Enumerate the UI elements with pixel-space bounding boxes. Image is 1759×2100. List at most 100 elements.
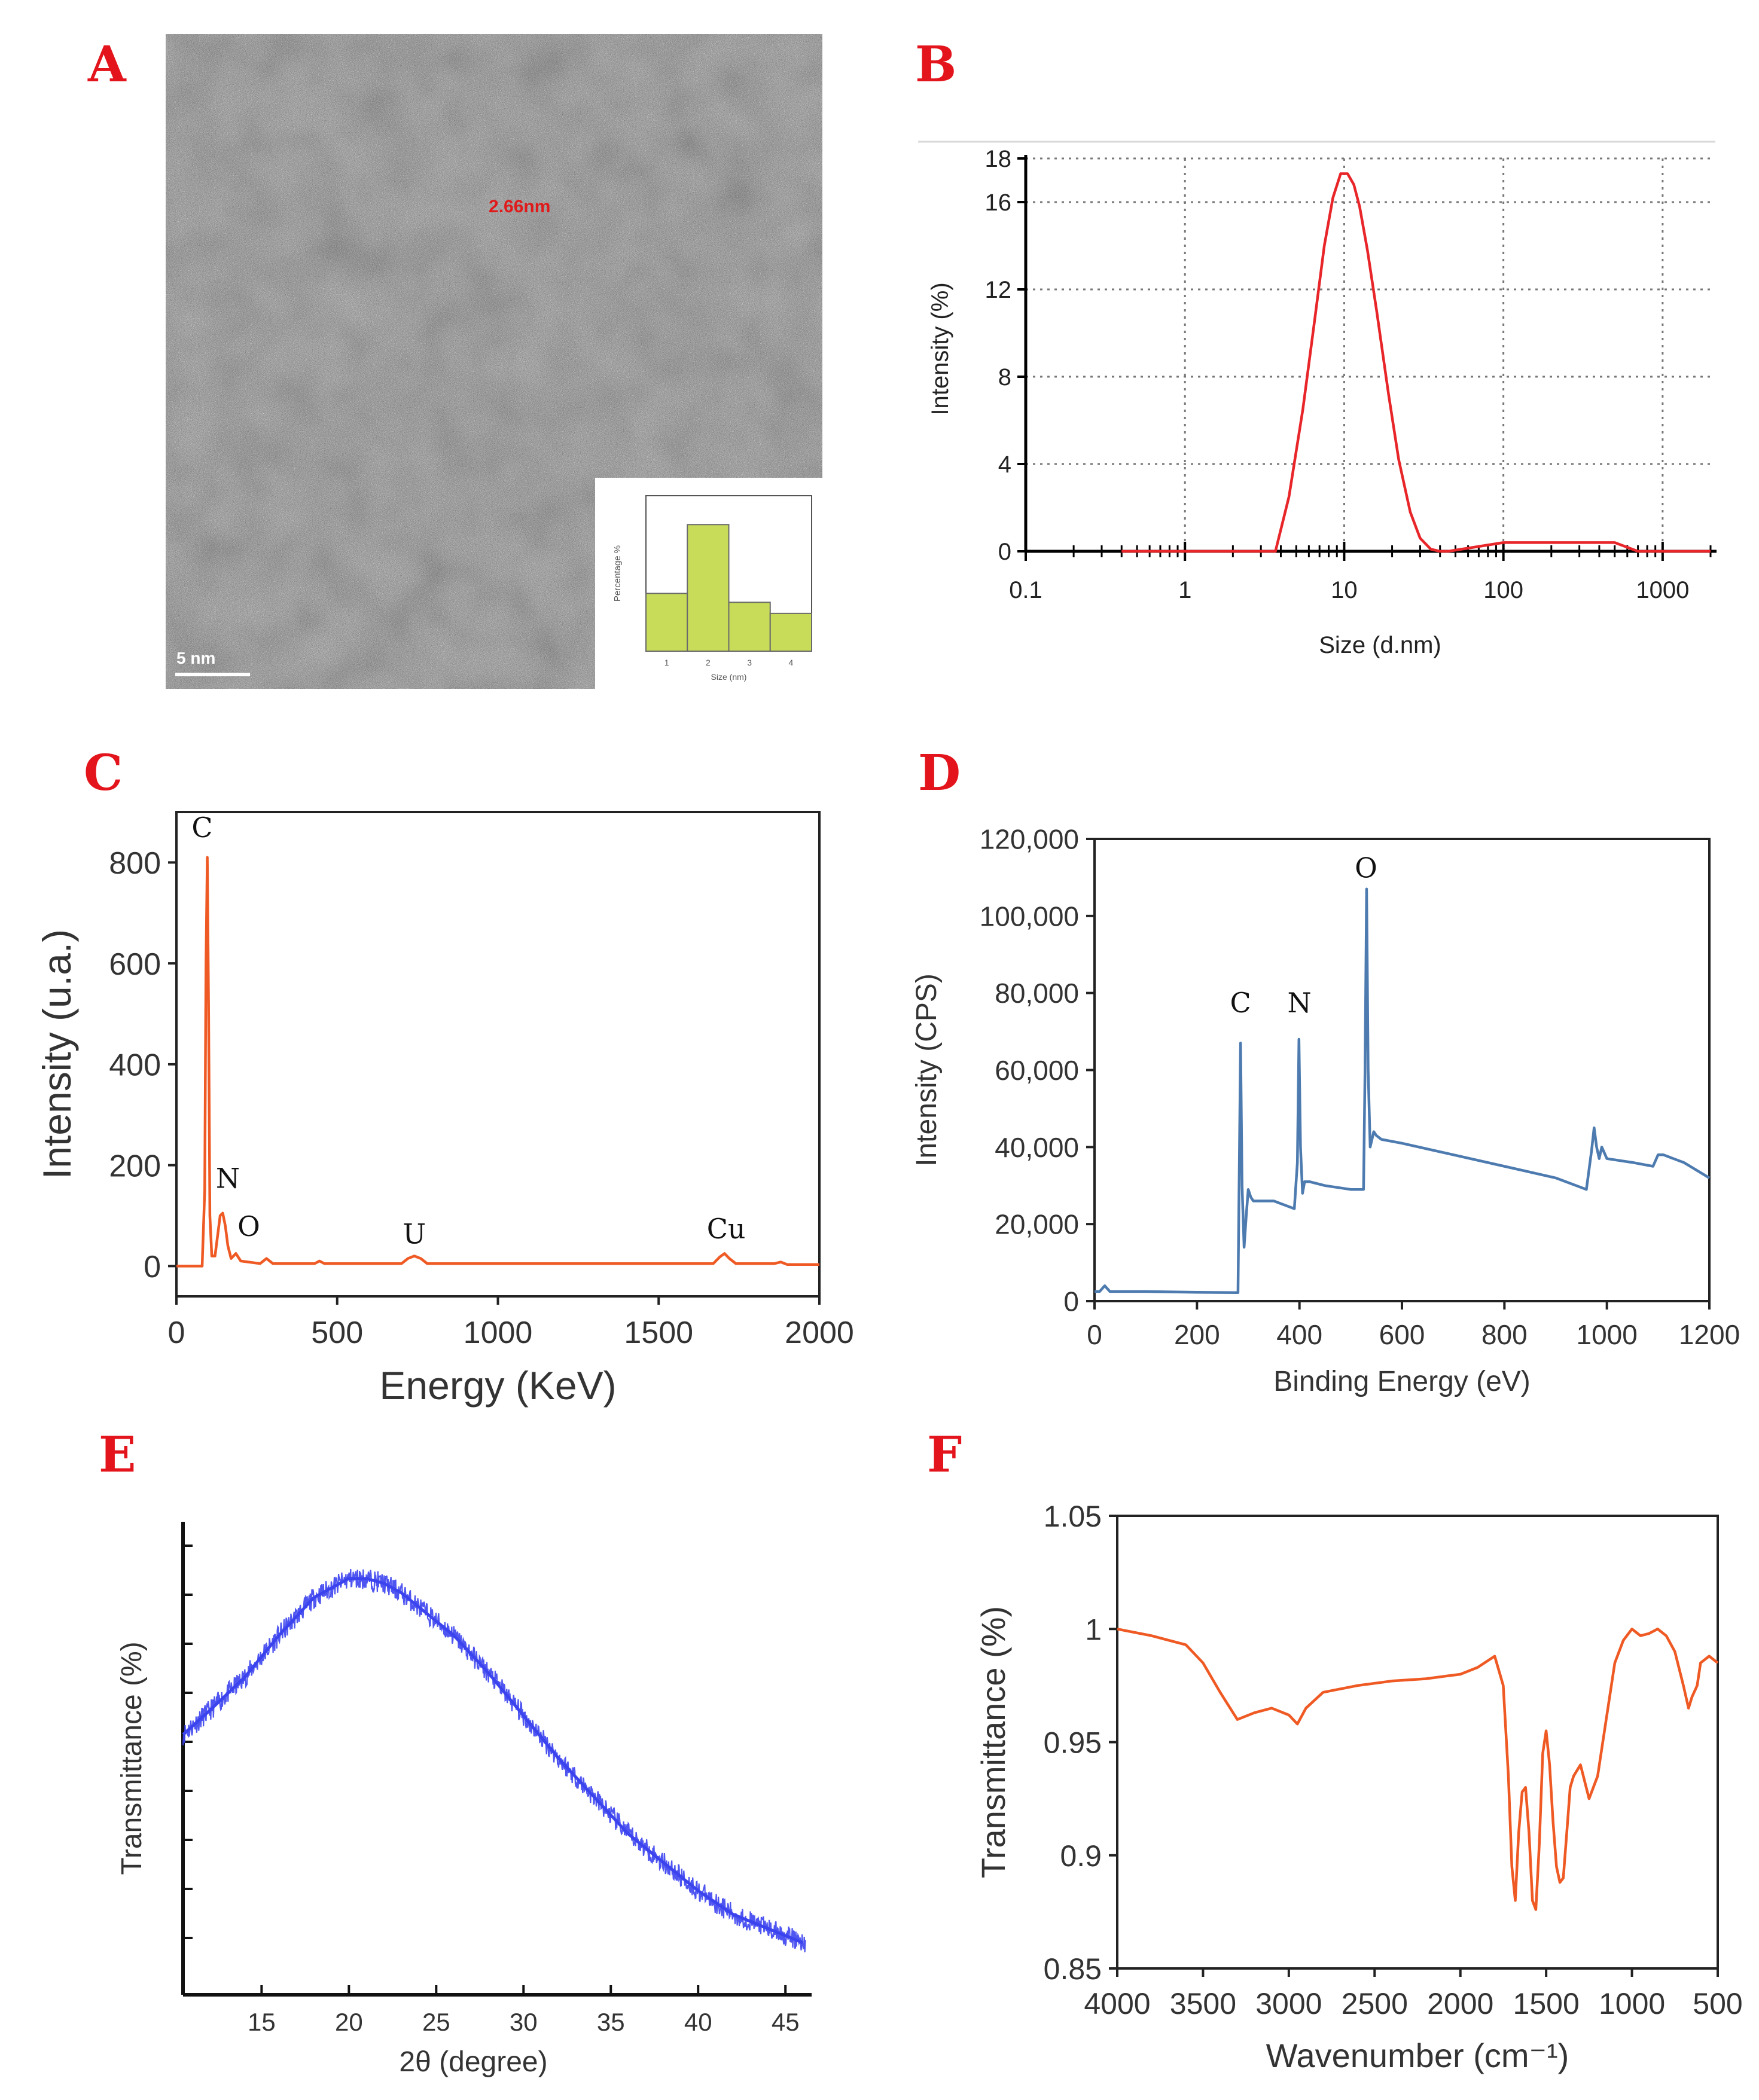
chart-e-x-tick-label: 35: [597, 2008, 625, 2036]
chart-f-x-tick-label: 3000: [1255, 1987, 1322, 2020]
chart-d-peak-label: O: [1355, 851, 1377, 884]
chart-d-y-tick-label: 100,000: [980, 901, 1079, 932]
chart-f-series-line: [1117, 1628, 1719, 1911]
chart-d-peak-label: N: [1288, 987, 1312, 1019]
chart-e-x-tick-label: 20: [335, 2008, 363, 2036]
chart-c-peak-label: N: [216, 1162, 240, 1195]
chart-d-series-line: [1095, 887, 1711, 1295]
chart-b-x-tick-label: 1000: [1636, 577, 1689, 603]
inset-bar: [645, 593, 688, 652]
chart-c-x-tick-label: 2000: [785, 1315, 854, 1350]
chart-f-x-tick-label: 1500: [1513, 1987, 1580, 2020]
chart-d-y-tick-label: 80,000: [995, 978, 1079, 1009]
chart-d-x-tick-label: 800: [1481, 1319, 1528, 1350]
chart-f-x-tick-label: 1000: [1599, 1987, 1665, 2020]
chart-c-peak-label: O: [237, 1210, 260, 1243]
chart-b-y-tick-label: 16: [985, 190, 1012, 216]
panel-letter-d: D: [918, 744, 961, 802]
inset-x-tick-label: 1: [664, 658, 669, 667]
panel-letter-a: A: [88, 36, 126, 93]
chart-f-y-tick-label: 1.05: [1044, 1500, 1102, 1533]
chart-c-x-tick-label: 500: [311, 1315, 363, 1350]
chart-d-y-tick-label: 20,000: [995, 1209, 1079, 1240]
chart-d-x-tick-label: 0: [1087, 1319, 1102, 1350]
chart-e-x-tick-label: 25: [422, 2008, 450, 2036]
chart-c-y-tick-label: 800: [109, 846, 161, 881]
chart-f-y-axis-title: Transmittance (%): [974, 1606, 1012, 1878]
panel-letter-b: B: [915, 36, 957, 93]
chart-b-x-axis-title: Size (d.nm): [1319, 632, 1441, 658]
chart-b-y-tick-label: 4: [998, 451, 1011, 478]
chart-d-y-tick-label: 0: [1063, 1286, 1079, 1317]
chart-d-y-tick-label: 120,000: [980, 824, 1079, 855]
chart-c-y-tick-label: 400: [109, 1048, 161, 1083]
tem-micrograph: 2.66nm 5 nm: [166, 34, 822, 689]
chart-c-x-tick-label: 1000: [464, 1315, 533, 1350]
panel-letter-c: C: [84, 744, 123, 802]
tem-inset-histogram: 1 2 3 4 Size (nm) Percentage %: [595, 478, 822, 689]
inset-x-tick-label: 3: [747, 658, 752, 667]
chart-e-series-noise: [182, 1568, 806, 1953]
inset-bar: [728, 602, 771, 652]
chart-c-y-tick-label: 200: [109, 1149, 161, 1183]
inset-x-tick-label: 2: [706, 658, 711, 667]
chart-d-peak-label: C: [1230, 987, 1251, 1019]
chart-f-x-tick-label: 500: [1693, 1987, 1742, 2020]
chart-e-x-tick-label: 30: [510, 2008, 538, 2036]
chart-b-y-tick-label: 8: [998, 364, 1011, 390]
chart-c-y-axis-title: Intensity (u.a.): [35, 929, 79, 1179]
chart-f-x-tick-label: 3500: [1170, 1987, 1236, 2020]
panel-letter-e: E: [99, 1426, 136, 1484]
chart-d-y-tick-label: 40,000: [995, 1132, 1079, 1163]
chart-f-x-tick-label: 4000: [1084, 1987, 1150, 2020]
chart-d-y-axis-title: Intensity (CPS): [911, 973, 943, 1167]
chart-f-y-tick-label: 0.95: [1044, 1726, 1102, 1760]
chart-d-x-axis-title: Binding Energy (eV): [1273, 1366, 1531, 1397]
chart-b-x-tick-label: 1: [1178, 577, 1191, 603]
tem-scale-bar: [175, 673, 250, 676]
chart-d-x-tick-label: 1000: [1576, 1319, 1637, 1350]
chart-f-y-tick-label: 1: [1085, 1613, 1102, 1646]
inset-bar: [769, 612, 812, 652]
chart-c-peak-label: C: [191, 811, 212, 844]
tem-scale-bar-label: 5 nm: [176, 649, 216, 667]
inset-x-axis-title: Size (nm): [711, 672, 747, 682]
chart-c-y-tick-label: 600: [109, 947, 161, 982]
chart-d-frame: [1093, 838, 1711, 1302]
chart-c-x-tick-label: 1500: [624, 1315, 693, 1350]
chart-f-frame: [1116, 1515, 1719, 1970]
chart-e-x-tick-label: 15: [248, 2008, 276, 2036]
chart-b-series-line: [1121, 172, 1711, 553]
chart-b-y-tick-label: 12: [985, 277, 1012, 303]
chart-e-x-tick-label: 40: [684, 2008, 712, 2036]
chart-e-x-axis-title: 2θ (degree): [399, 2046, 547, 2078]
chart-f-x-tick-label: 2500: [1342, 1987, 1408, 2020]
chart-c-y-tick-label: 0: [144, 1250, 161, 1284]
chart-c-x-tick-label: 0: [168, 1315, 185, 1350]
inset-y-axis-title: Percentage %: [612, 545, 623, 602]
chart-b-x-tick-label: 10: [1331, 577, 1358, 603]
chart-b-y-tick-label: 18: [985, 146, 1012, 172]
chart-b-x-tick-label: 0.1: [1009, 577, 1042, 603]
chart-d-x-tick-label: 200: [1174, 1319, 1220, 1350]
chart-c-x-axis-title: Energy (KeV): [379, 1363, 616, 1408]
chart-f-y-tick-label: 0.85: [1044, 1952, 1102, 1986]
chart-f-x-tick-label: 2000: [1427, 1987, 1493, 2020]
chart-c-series-line: [176, 856, 819, 1268]
chart-d-y-tick-label: 60,000: [995, 1055, 1079, 1086]
chart-b-x-tick-label: 100: [1483, 577, 1523, 603]
chart-e-x-tick-label: 45: [772, 2008, 800, 2036]
chart-f-x-axis-title: Wavenumber (cm⁻¹): [1266, 2037, 1569, 2074]
chart-e-y-axis-title: Transmittance (%): [116, 1641, 148, 1875]
inset-x-tick-label: 4: [788, 658, 793, 667]
inset-bar: [687, 524, 730, 652]
chart-d-x-tick-label: 400: [1276, 1319, 1322, 1350]
chart-e-series-line: [182, 1577, 804, 1945]
tem-measurement-label: 2.66nm: [489, 197, 551, 216]
chart-d-x-tick-label: 1200: [1679, 1319, 1740, 1350]
panel-letter-f: F: [927, 1426, 962, 1484]
chart-c-peak-label: Cu: [707, 1213, 746, 1245]
chart-b-y-axis-title: Intensity (%): [927, 282, 953, 415]
chart-f-y-tick-label: 0.9: [1060, 1839, 1102, 1873]
